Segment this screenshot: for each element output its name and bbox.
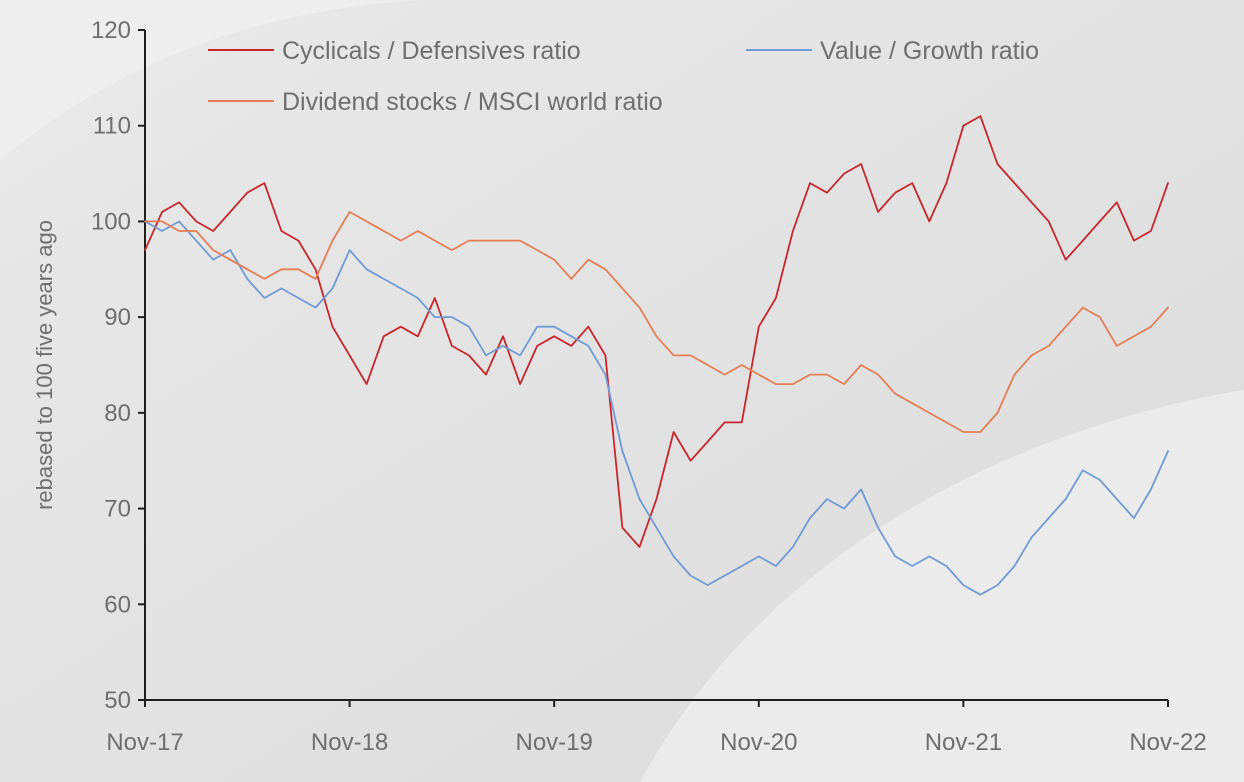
y-tick-label: 70	[104, 496, 131, 523]
y-tick-label: 60	[104, 591, 131, 618]
series-line-1	[144, 115, 1169, 548]
series-line-2	[144, 220, 1169, 596]
y-tick-label: 50	[104, 687, 131, 714]
y-tick-label: 80	[104, 400, 131, 427]
x-tick-label: Nov-20	[720, 729, 797, 756]
x-tick-label: Nov-17	[106, 729, 183, 756]
background-swoosh-bottom	[640, 390, 1244, 782]
axes	[138, 29, 1169, 707]
x-tick-label: Nov-21	[925, 729, 1002, 756]
y-tick-label: 110	[93, 113, 131, 140]
legend-label-2: Value / Growth ratio	[820, 37, 1039, 65]
series-lines	[144, 115, 1169, 596]
legend-label-3: Dividend stocks / MSCI world ratio	[282, 88, 663, 116]
legend-label-1: Cyclicals / Defensives ratio	[282, 37, 581, 65]
y-tick-label: 120	[91, 17, 131, 44]
y-tick-label: 90	[104, 304, 131, 331]
y-tick-label: 100	[91, 208, 131, 235]
x-tick-label: Nov-22	[1129, 729, 1206, 756]
background-swoosh-top	[0, 0, 420, 160]
x-tick-label: Nov-19	[516, 729, 593, 756]
x-tick-label: Nov-18	[311, 729, 388, 756]
tick-labels: 50 60 70 80 90 100 110 120 Nov-17 Nov-18 Nov-19 Nov…	[91, 17, 1207, 756]
series-line-3	[144, 211, 1169, 433]
y-axis-title: rebased to 100 five years ago	[32, 220, 57, 510]
legend: Cyclicals / Defensives ratio Value / Grow…	[208, 37, 1039, 116]
